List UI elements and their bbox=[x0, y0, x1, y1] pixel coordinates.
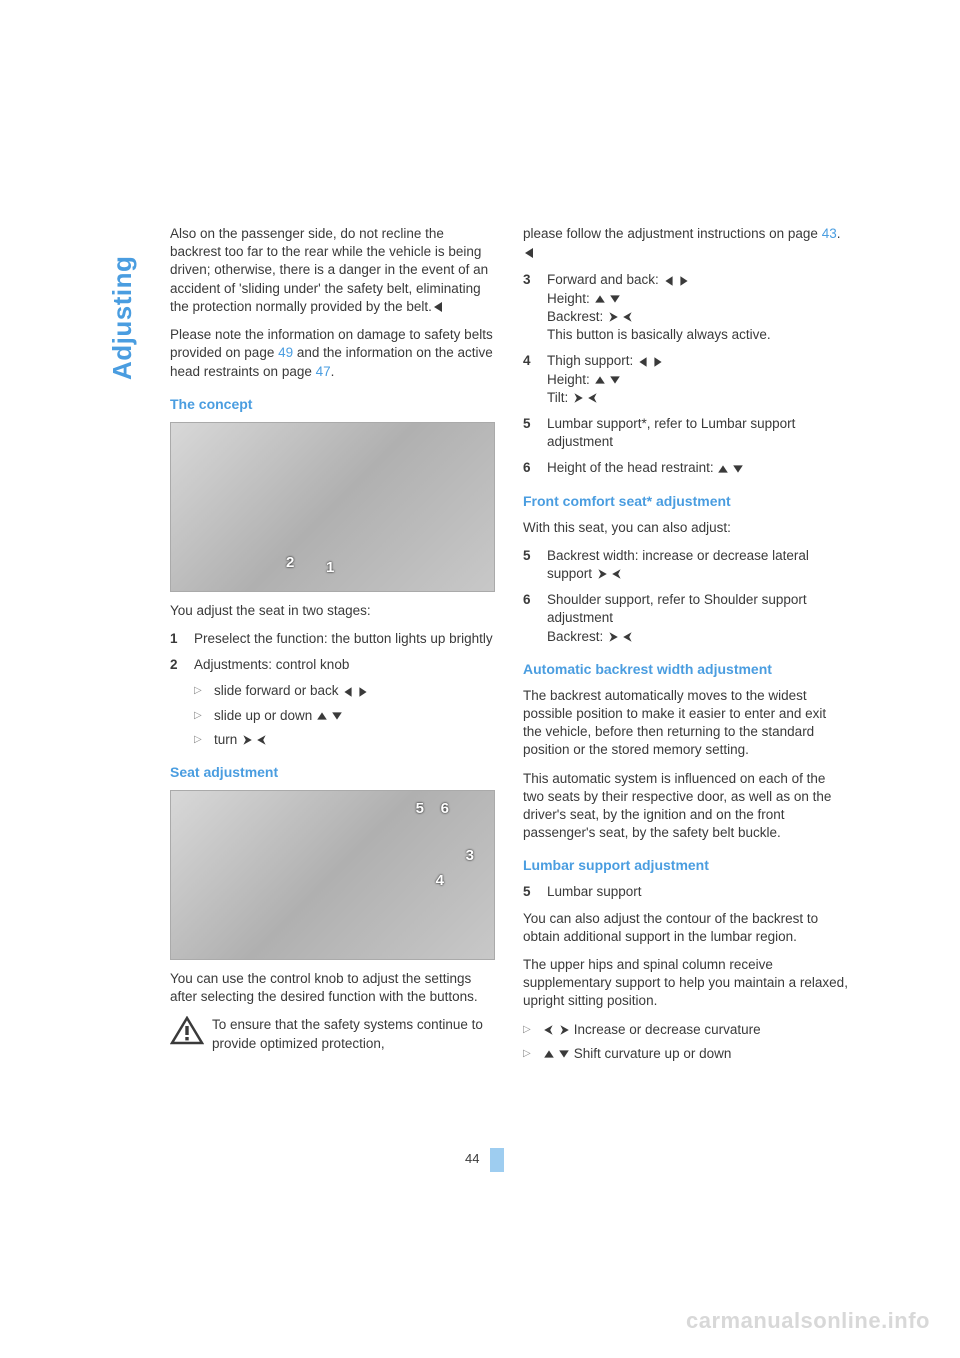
sub-item: ▷ Increase or decrease curvature bbox=[523, 1021, 848, 1039]
figure-concept: 1 2 bbox=[170, 422, 495, 592]
turn-left-icon bbox=[587, 392, 599, 404]
turn-left-icon bbox=[622, 631, 634, 643]
list-item: 6 Shoulder support, refer to Shoulder su… bbox=[523, 591, 848, 646]
bullet-icon: ▷ bbox=[194, 682, 214, 700]
heading-lumbar: Lumbar support adjustment bbox=[523, 856, 848, 875]
heading-auto-backrest: Automatic backrest width adjustment bbox=[523, 660, 848, 679]
warning-text: To ensure that the safety systems contin… bbox=[212, 1016, 495, 1052]
section-title-vertical: Adjusting bbox=[105, 256, 140, 380]
right-arrow-icon bbox=[652, 356, 664, 368]
right-column: please follow the adjustment instruction… bbox=[523, 225, 848, 1069]
sub-item: ▷ slide forward or back bbox=[170, 682, 495, 700]
turn-left-icon bbox=[256, 734, 268, 746]
page-link[interactable]: 49 bbox=[278, 345, 293, 360]
up-arrow-icon bbox=[316, 710, 328, 722]
figure-callout: 4 bbox=[436, 871, 444, 891]
heading-seat-adjustment: Seat adjustment bbox=[170, 763, 495, 782]
turn-right-icon bbox=[572, 392, 584, 404]
up-arrow-icon bbox=[594, 293, 606, 305]
paragraph: please follow the adjustment instruction… bbox=[523, 225, 848, 261]
down-arrow-icon bbox=[609, 374, 621, 386]
paragraph: The upper hips and spinal column receive… bbox=[523, 956, 848, 1011]
figure-callout: 1 bbox=[326, 558, 334, 578]
heading-front-comfort: Front comfort seat* adjustment bbox=[523, 492, 848, 511]
list-item: 5 Lumbar support*, refer to Lumbar suppo… bbox=[523, 415, 848, 451]
turn-right-icon bbox=[607, 311, 619, 323]
bullet-icon: ▷ bbox=[194, 731, 214, 749]
up-arrow-icon bbox=[594, 374, 606, 386]
paragraph: The backrest automatically moves to the … bbox=[523, 687, 848, 760]
end-marker-icon bbox=[434, 302, 442, 312]
list-item: 3 Forward and back: Height: Backrest: Th… bbox=[523, 271, 848, 344]
figure-seat-adjustment: 5 6 3 4 bbox=[170, 790, 495, 960]
left-arrow-icon bbox=[342, 686, 354, 698]
page-link[interactable]: 47 bbox=[316, 364, 331, 379]
paragraph: This automatic system is influenced on e… bbox=[523, 770, 848, 843]
turn-right-icon bbox=[241, 734, 253, 746]
list-item: 5 Backrest width: increase or decrease l… bbox=[523, 547, 848, 583]
up-arrow-icon bbox=[543, 1048, 555, 1060]
watermark: carmanualsonline.info bbox=[686, 1306, 930, 1336]
figure-callout: 6 bbox=[441, 799, 449, 819]
page-content: Also on the passenger side, do not recli… bbox=[170, 225, 850, 1069]
sub-item: ▷ turn bbox=[170, 731, 495, 749]
warning-icon bbox=[170, 1016, 204, 1046]
figure-callout: 2 bbox=[286, 553, 294, 573]
list-item: 1 Preselect the function: the button lig… bbox=[170, 630, 495, 648]
right-arrow-icon bbox=[357, 686, 369, 698]
warning-note: To ensure that the safety systems contin… bbox=[170, 1016, 495, 1052]
page-number: 44 bbox=[465, 1150, 479, 1168]
bullet-icon: ▷ bbox=[523, 1045, 543, 1063]
left-column: Also on the passenger side, do not recli… bbox=[170, 225, 495, 1069]
sub-item: ▷ Shift curvature up or down bbox=[523, 1045, 848, 1063]
list-item: 2 Adjustments: control knob bbox=[170, 656, 495, 674]
bullet-icon: ▷ bbox=[194, 707, 214, 725]
down-arrow-icon bbox=[609, 293, 621, 305]
turn-right-icon bbox=[607, 631, 619, 643]
down-arrow-icon bbox=[558, 1048, 570, 1060]
figure-callout: 3 bbox=[466, 846, 474, 866]
turn-left-icon bbox=[611, 568, 623, 580]
paragraph: You adjust the seat in two stages: bbox=[170, 602, 495, 620]
paragraph: You can use the control knob to adjust t… bbox=[170, 970, 495, 1006]
paragraph: Also on the passenger side, do not recli… bbox=[170, 225, 495, 316]
turn-right-icon bbox=[558, 1024, 570, 1036]
paragraph: With this seat, you can also adjust: bbox=[523, 519, 848, 537]
page-link[interactable]: 43 bbox=[822, 226, 837, 241]
sub-item: ▷ slide up or down bbox=[170, 707, 495, 725]
heading-concept: The concept bbox=[170, 395, 495, 414]
bullet-icon: ▷ bbox=[523, 1021, 543, 1039]
down-arrow-icon bbox=[732, 463, 744, 475]
list-item: 5 Lumbar support bbox=[523, 883, 848, 901]
paragraph: You can also adjust the contour of the b… bbox=[523, 910, 848, 946]
left-arrow-icon bbox=[637, 356, 649, 368]
list-item: 6 Height of the head restraint: bbox=[523, 459, 848, 477]
turn-left-icon bbox=[543, 1024, 555, 1036]
figure-callout: 5 bbox=[416, 799, 424, 819]
right-arrow-icon bbox=[678, 275, 690, 287]
paragraph: Please note the information on damage to… bbox=[170, 326, 495, 381]
page-marker bbox=[490, 1148, 504, 1172]
up-arrow-icon bbox=[717, 463, 729, 475]
end-marker-icon bbox=[525, 248, 533, 258]
left-arrow-icon bbox=[663, 275, 675, 287]
down-arrow-icon bbox=[331, 710, 343, 722]
list-item: 4 Thigh support: Height: Tilt: bbox=[523, 352, 848, 407]
turn-left-icon bbox=[622, 311, 634, 323]
turn-right-icon bbox=[596, 568, 608, 580]
